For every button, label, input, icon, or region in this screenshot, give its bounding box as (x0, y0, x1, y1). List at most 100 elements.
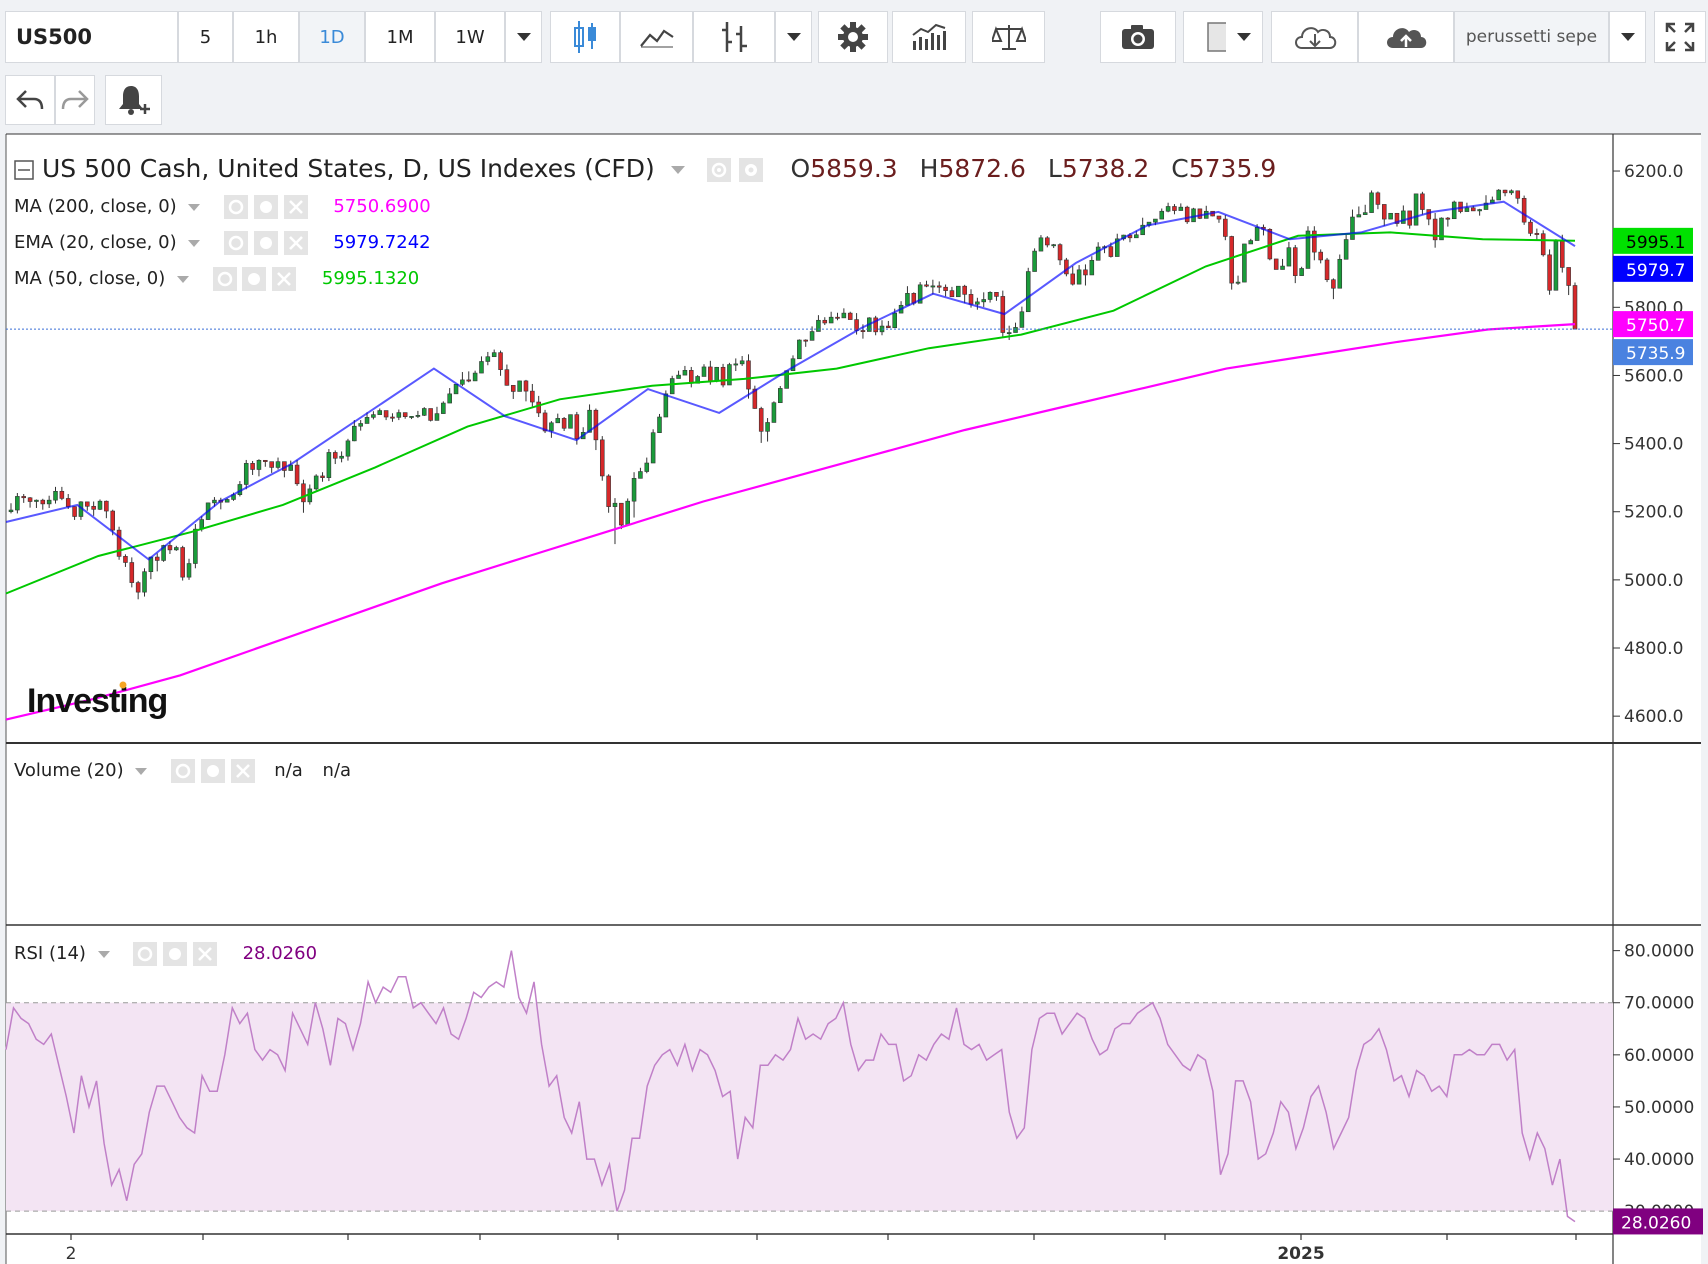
candle-body (453, 384, 459, 395)
gear-icon[interactable] (242, 267, 267, 291)
close-icon[interactable] (272, 267, 297, 291)
compare-button[interactable] (972, 11, 1045, 63)
user-menu[interactable]: perussetti sepe (1454, 11, 1609, 63)
rsi-band-fill (6, 1002, 1613, 1212)
cloud-download-icon (1294, 27, 1336, 49)
candle-body (1299, 268, 1304, 276)
line-chart-button[interactable] (620, 11, 693, 63)
interval-1w-button[interactable]: 1W (435, 11, 505, 63)
chevron-down-icon[interactable] (188, 203, 201, 211)
ema20-value: 5979.7242 (333, 232, 431, 253)
price-tag-label: 5750.7 (1626, 316, 1685, 336)
screenshot-button[interactable] (1100, 11, 1176, 63)
close-icon[interactable] (283, 231, 308, 255)
candle-body (1496, 189, 1501, 201)
chart-type-dropdown-button[interactable] (775, 11, 812, 63)
eye-icon[interactable] (224, 231, 249, 255)
svg-text:Investing: Investing (27, 682, 167, 720)
candle-body (943, 286, 948, 291)
close-icon[interactable] (192, 942, 217, 966)
candle-body (644, 462, 650, 472)
candle-body (936, 285, 942, 288)
candle-body (778, 388, 783, 404)
chevron-down-icon[interactable] (176, 275, 189, 283)
gear-icon[interactable] (163, 942, 188, 966)
price-tag-label: 5979.7 (1626, 261, 1685, 281)
eye-icon[interactable] (706, 158, 731, 182)
add-alert-icon (118, 86, 150, 115)
compare-icon (991, 25, 1026, 50)
investing-logo: Investing (27, 681, 168, 720)
fullscreen-button[interactable] (1654, 11, 1706, 63)
time-label-2025: 2025 (1277, 1244, 1324, 1264)
gear-icon[interactable] (200, 759, 225, 783)
candle-body (15, 496, 20, 511)
candle-body (1178, 206, 1184, 211)
candle-body (1235, 281, 1241, 284)
settings-button[interactable] (818, 11, 888, 63)
eye-icon[interactable] (212, 267, 237, 291)
candle-body (847, 312, 853, 320)
interval-1m-button[interactable]: 1M (365, 11, 435, 63)
candle-body (97, 500, 103, 510)
chevron-down-icon[interactable] (670, 166, 685, 174)
user-dropdown-button[interactable] (1609, 11, 1646, 63)
candle-body (809, 331, 815, 341)
candle-body (1394, 212, 1400, 224)
candle-body (1362, 212, 1368, 215)
candle-body (269, 461, 274, 468)
candle-body (631, 478, 637, 502)
candle-body (917, 284, 923, 304)
undo-button[interactable] (5, 75, 55, 125)
candle-body (1401, 210, 1406, 224)
gear-icon[interactable] (253, 195, 278, 219)
rsi-tag: 28.0260 (1613, 1208, 1703, 1235)
gear-icon[interactable] (253, 231, 278, 255)
gear-icon[interactable] (738, 158, 763, 182)
interval-1h-button[interactable]: 1h (233, 11, 299, 63)
interval-dropdown-button[interactable] (505, 11, 542, 63)
collapse-icon[interactable] (14, 160, 34, 180)
candles-button[interactable] (550, 11, 620, 63)
candle-body (110, 510, 115, 531)
ema20-legend: EMA (20, close, 0) 5979.7242 (14, 231, 431, 255)
ohlc-low: L5738.2 (1047, 154, 1150, 183)
load-chart-button[interactable] (1271, 11, 1358, 63)
close-icon[interactable] (283, 195, 308, 219)
ema20-label: EMA (20, close, 0) (14, 232, 177, 253)
candle-body (1413, 193, 1419, 226)
candle-body (491, 352, 497, 358)
candle-body (1013, 327, 1018, 333)
add-alert-button[interactable] (105, 75, 162, 125)
redo-button[interactable] (55, 75, 95, 125)
price-tag-box (1613, 311, 1693, 338)
bars-button[interactable] (693, 11, 775, 63)
chevron-down-icon[interactable] (135, 767, 148, 775)
candle-body (1064, 259, 1069, 275)
camera-icon (1122, 25, 1154, 49)
candle-body (485, 356, 491, 362)
indicators-button[interactable] (892, 11, 966, 63)
time-label-2: 2 (66, 1244, 77, 1264)
chevron-down-icon[interactable] (97, 950, 110, 958)
candle-body (1095, 246, 1101, 261)
candle-body (549, 422, 554, 432)
eye-icon[interactable] (224, 195, 249, 219)
interval-1d-button[interactable]: 1D (299, 11, 365, 63)
ohlc-open: O5859.3 (790, 154, 898, 183)
ma200-label: MA (200, close, 0) (14, 196, 177, 217)
drawing-color-dropdown-button[interactable] (1226, 11, 1263, 63)
eye-icon[interactable] (171, 759, 196, 783)
price-tick-label: 5400.0 (1624, 435, 1683, 455)
candle-body (956, 285, 961, 298)
chevron-down-icon[interactable] (188, 239, 201, 247)
eye-icon[interactable] (133, 942, 158, 966)
save-chart-button[interactable] (1358, 11, 1454, 63)
close-icon[interactable] (230, 759, 255, 783)
rsi-tick-label: 50.0000 (1624, 1098, 1694, 1118)
symbol-input[interactable]: US500 (5, 11, 178, 63)
volume-value-1: n/a (274, 760, 303, 781)
candle-body (53, 490, 58, 501)
interval-5-button[interactable]: 5 (178, 11, 233, 63)
